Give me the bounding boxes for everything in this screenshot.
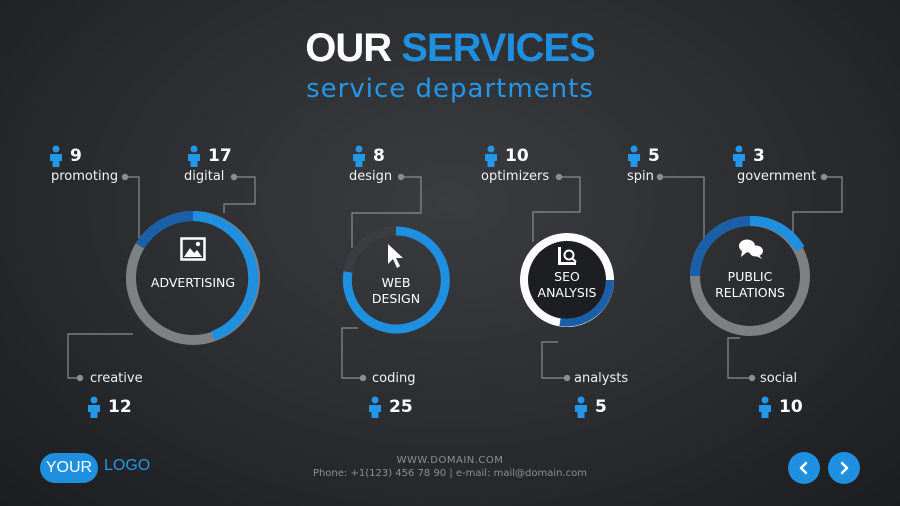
stat-count: 3 xyxy=(731,145,765,167)
footer-url: WWW.DOMAIN.COM xyxy=(396,455,504,466)
ring-advertising xyxy=(126,211,260,345)
count-value: 17 xyxy=(208,146,232,166)
stat-count: 17 xyxy=(186,145,232,167)
stat-label: government xyxy=(737,169,817,184)
chat-bubbles-icon xyxy=(739,239,763,259)
stat-count: 5 xyxy=(626,145,660,167)
stat-count: 10 xyxy=(757,396,803,418)
stat-label: analysts xyxy=(574,371,629,386)
count-value: 9 xyxy=(70,146,82,166)
title-word-1: OUR xyxy=(305,26,392,70)
service-name-seo-analysis: SEO ANALYSIS xyxy=(517,269,617,301)
service-name-line: ADVERTISING xyxy=(150,275,236,290)
person-icon xyxy=(628,145,640,167)
person-icon xyxy=(353,145,365,167)
service-name-public-relations: PUBLIC RELATIONS xyxy=(690,269,810,301)
stat-count: 9 xyxy=(48,145,82,167)
person-icon xyxy=(575,396,587,418)
count-value: 10 xyxy=(505,146,529,166)
person-icon xyxy=(88,396,100,418)
analysis-icon xyxy=(558,247,577,265)
chevron-left-icon xyxy=(799,461,808,475)
person-icon xyxy=(369,396,381,418)
footer-contact: Phone: +1(123) 456 78 90 | e-mail: mail@… xyxy=(312,468,588,479)
stat-label: optimizers xyxy=(481,169,550,184)
person-icon xyxy=(485,145,497,167)
next-button[interactable] xyxy=(828,452,860,484)
stat-label: digital xyxy=(184,169,225,184)
service-name-advertising: ADVERTISING xyxy=(133,275,253,291)
service-name-line: WEB xyxy=(381,275,411,290)
stat-label: coding xyxy=(372,371,416,386)
stat-count: 25 xyxy=(367,396,413,418)
service-name-line: SEO xyxy=(554,269,580,284)
chevron-right-icon xyxy=(840,461,849,475)
count-value: 5 xyxy=(648,146,660,166)
ring-web-design xyxy=(342,226,450,334)
ring-seo-analysis xyxy=(520,233,614,327)
ring-public-relations xyxy=(690,215,810,336)
stat-count: 12 xyxy=(86,396,132,418)
service-name-line: PUBLIC xyxy=(727,269,773,284)
count-value: 8 xyxy=(373,146,385,166)
stat-label: creative xyxy=(90,371,143,386)
service-name-web-design: WEB DESIGN xyxy=(346,275,446,307)
page-title: OUR SERVICES xyxy=(0,26,900,71)
logo-badge: YOUR xyxy=(40,453,98,483)
connector-dots xyxy=(76,173,828,382)
service-name-line: RELATIONS xyxy=(715,285,785,300)
image-icon xyxy=(180,237,206,261)
service-name-line: DESIGN xyxy=(371,291,421,306)
connector-lines xyxy=(67,176,843,379)
count-value: 3 xyxy=(753,146,765,166)
person-icon xyxy=(733,145,745,167)
stat-count: 8 xyxy=(351,145,385,167)
count-value: 5 xyxy=(595,397,607,417)
stat-label: promoting xyxy=(51,169,119,184)
stat-count: 10 xyxy=(483,145,529,167)
logo-text: LOGO xyxy=(104,457,151,474)
page-subtitle: service departments xyxy=(306,74,594,104)
person-icon xyxy=(759,396,771,418)
stat-label: spin xyxy=(627,169,654,184)
stat-label: social xyxy=(760,371,798,386)
service-name-line: ANALYSIS xyxy=(537,285,597,300)
person-icon xyxy=(188,145,200,167)
count-value: 12 xyxy=(108,397,132,417)
stat-label: design xyxy=(349,169,393,184)
prev-button[interactable] xyxy=(788,452,820,484)
cursor-icon xyxy=(388,244,403,268)
count-value: 25 xyxy=(389,397,413,417)
title-word-2: SERVICES xyxy=(401,26,596,70)
person-icon xyxy=(50,145,62,167)
count-value: 10 xyxy=(779,397,803,417)
stat-count: 5 xyxy=(573,396,607,418)
